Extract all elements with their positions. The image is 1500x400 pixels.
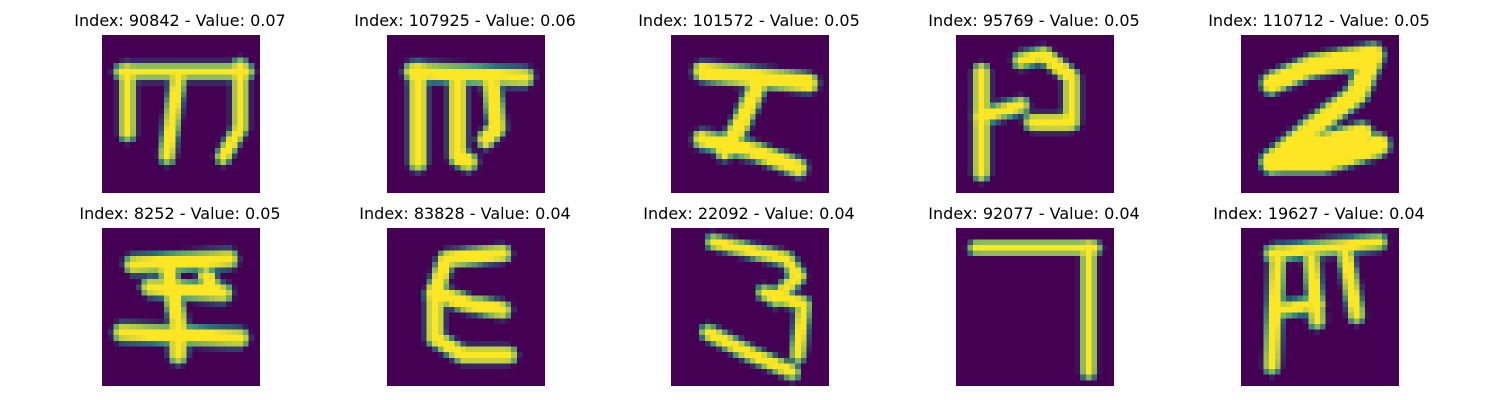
glyph-image-panel bbox=[102, 35, 260, 193]
panel-title: Index: 83828 - Value: 0.04 bbox=[359, 204, 571, 223]
glyph-image-panel bbox=[1241, 35, 1399, 193]
glyph-image-panel bbox=[671, 228, 829, 386]
glyph-image bbox=[956, 35, 1114, 193]
glyph-image-panel bbox=[956, 35, 1114, 193]
panel-title: Index: 92077 - Value: 0.04 bbox=[928, 204, 1140, 223]
glyph-image bbox=[1241, 35, 1399, 193]
panel-title: Index: 107925 - Value: 0.06 bbox=[354, 11, 576, 30]
panel-title: Index: 101572 - Value: 0.05 bbox=[638, 11, 860, 30]
panel-title: Index: 95769 - Value: 0.05 bbox=[928, 11, 1140, 30]
panel-title: Index: 110712 - Value: 0.05 bbox=[1208, 11, 1430, 30]
panel-title: Index: 8252 - Value: 0.05 bbox=[79, 204, 281, 223]
glyph-image bbox=[387, 228, 545, 386]
panel-title: Index: 19627 - Value: 0.04 bbox=[1213, 204, 1425, 223]
glyph-image-panel bbox=[1241, 228, 1399, 386]
glyph-image bbox=[102, 35, 260, 193]
glyph-image-panel bbox=[956, 228, 1114, 386]
glyph-image-panel bbox=[671, 35, 829, 193]
glyph-image bbox=[387, 35, 545, 193]
glyph-image bbox=[671, 35, 829, 193]
glyph-image bbox=[102, 228, 260, 386]
glyph-image-panel bbox=[387, 228, 545, 386]
panel-title: Index: 90842 - Value: 0.07 bbox=[74, 11, 286, 30]
glyph-image-panel bbox=[387, 35, 545, 193]
glyph-image bbox=[956, 228, 1114, 386]
panel-title: Index: 22092 - Value: 0.04 bbox=[643, 204, 855, 223]
glyph-image bbox=[671, 228, 829, 386]
glyph-image bbox=[1241, 228, 1399, 386]
glyph-image-panel bbox=[102, 228, 260, 386]
